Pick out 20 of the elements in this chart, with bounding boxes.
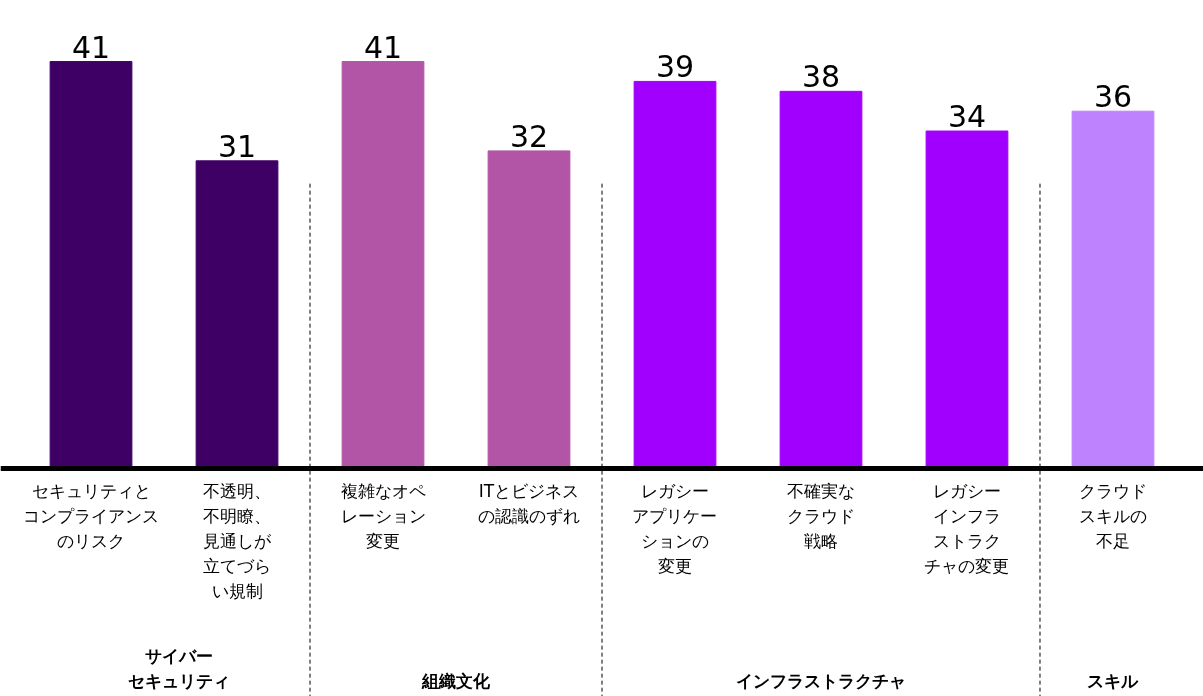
data-label: 39: [655, 49, 695, 85]
text: 組織文化: [421, 670, 491, 691]
text: スキル: [1087, 670, 1140, 691]
x-tick-label: セキュリティとコンプライアンスのリスク: [23, 480, 160, 551]
data-label: 41: [71, 29, 111, 65]
x-tick-label: 不透明、不明瞭、見通しが立てづらい規制: [203, 480, 273, 601]
data-label: 34: [947, 99, 987, 135]
data-label: 32: [509, 118, 549, 154]
data-label: 41: [363, 29, 403, 65]
x-tick-label: 複雑なオペレーション変更: [340, 480, 426, 551]
data-label: 36: [1093, 79, 1133, 115]
text: サイバーセキュリティ: [127, 645, 230, 691]
x-tick-label: レガシーアプリケーションの変更: [632, 480, 718, 576]
x-tick-label: ITとビジネスの認識のずれ: [478, 480, 580, 526]
data-label: 31: [217, 128, 257, 164]
x-tick-label: レガシーインフラストラクチャの変更: [924, 480, 1010, 576]
data-label: 38: [801, 59, 841, 95]
x-tick-label: クラウドスキルの不足: [1078, 480, 1147, 551]
text: インフラストラクチャ: [735, 670, 906, 691]
x-tick-label: 不確実なクラウド戦略: [786, 480, 855, 551]
